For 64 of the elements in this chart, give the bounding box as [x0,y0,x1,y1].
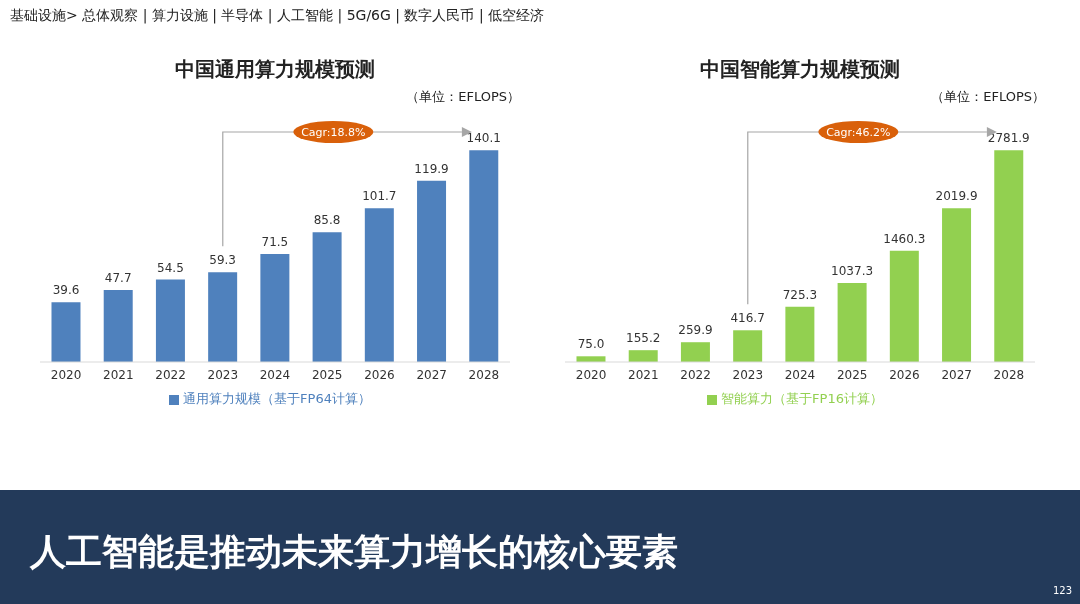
bar [103,289,133,362]
bar [680,342,710,362]
bar [155,279,185,362]
bar [994,150,1024,362]
text: Cagr:18.8% [301,126,366,139]
data-label: 75.0 [577,337,605,352]
x-tick-label: 2022 [680,367,711,382]
bar [51,302,81,362]
x-tick-label: 2023 [732,367,764,382]
chart-title: 中国智能算力规模预测 [699,56,901,83]
x-tick-label: 2020 [50,367,82,382]
x-tick-label: 2021 [628,367,659,382]
x-tick-label: 2020 [575,367,607,382]
bar [208,272,238,362]
text: 123 [1052,585,1072,596]
data-label: 259.9 [678,323,713,338]
data-label: 725.3 [782,287,818,302]
text: Cagr:46.2% [826,126,891,139]
text: （单位：EFLOPS） [406,88,520,106]
x-tick-label: 2027 [941,367,972,382]
x-tick-label: 2023 [207,367,239,382]
bar [733,330,763,362]
data-label: 1037.3 [831,264,874,279]
data-label: 2781.9 [987,131,1030,146]
x-tick-label: 2021 [103,367,134,382]
bar [364,208,394,362]
data-label: 85.8 [313,213,341,228]
x-tick-label: 2024 [259,367,291,382]
x-tick-label: 2022 [155,367,186,382]
text: 基础设施> 总体观察 | 算力设施 | 半导体 | 人工智能 | 5G/6G | 数字人民币 | 低空经济 [10,7,545,25]
data-label: 59.3 [209,253,237,268]
x-tick-label: 2027 [416,367,447,382]
bar [469,150,499,362]
bar [837,283,867,362]
bar [417,180,447,362]
legend-label: 智能算力（基于FP16计算） [721,391,883,406]
data-label: 39.6 [52,283,80,298]
data-label: 71.5 [261,234,289,249]
data-label: 47.7 [104,270,132,285]
x-tick-label: 2028 [993,367,1025,382]
bar [785,306,815,362]
data-label: 54.5 [157,260,184,275]
chart-title: 中国通用算力规模预测 [174,56,376,83]
data-label: 155.2 [626,331,661,346]
text: （单位：EFLOPS） [931,88,1045,106]
bar [942,208,972,362]
text: 人工智能是推动未来算力增长的核心要素 [30,530,678,574]
data-label: 101.7 [362,189,397,204]
x-tick-label: 2026 [889,367,920,382]
bar [628,350,658,362]
data-label: 119.9 [414,161,449,176]
x-tick-label: 2026 [364,367,395,382]
x-tick-label: 2028 [468,367,500,382]
bar [889,250,919,362]
legend-label: 通用算力规模（基于FP64计算） [183,391,371,406]
data-label: 2019.9 [935,189,978,204]
bar [312,232,342,362]
data-label: 416.7 [730,311,765,326]
x-tick-label: 2025 [836,367,868,382]
x-tick-label: 2025 [311,367,343,382]
data-label: 140.1 [466,131,501,146]
data-label: 1460.3 [883,231,926,246]
x-tick-label: 2024 [784,367,816,382]
bar [260,253,290,362]
